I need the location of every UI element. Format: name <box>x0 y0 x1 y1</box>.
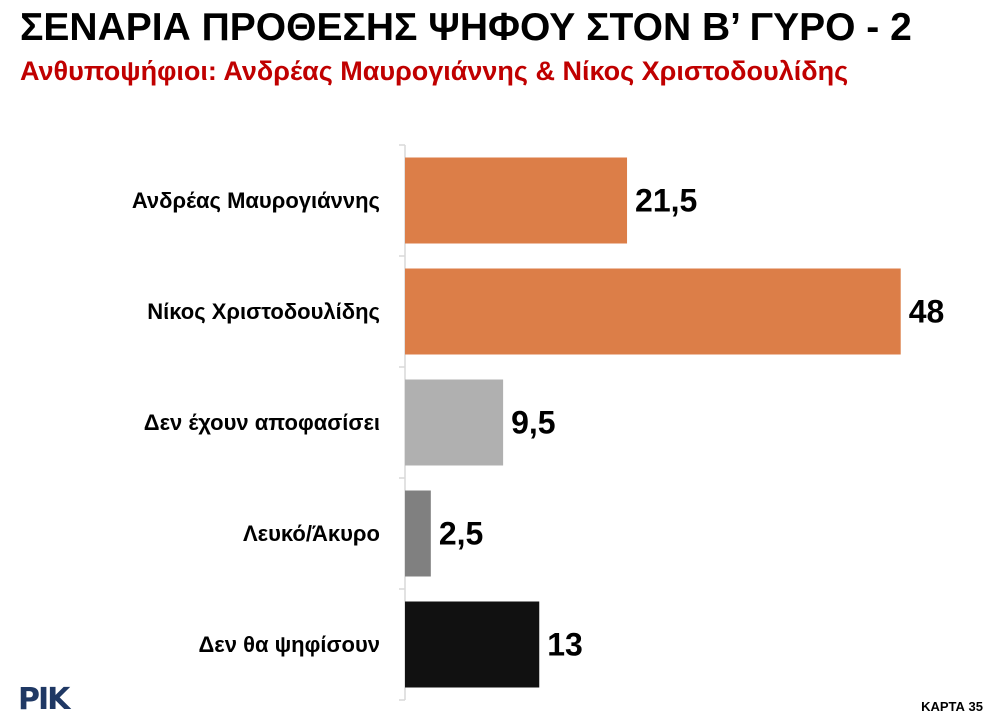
category-label: Δεν θα ψηφίσουν <box>198 632 380 657</box>
bar-4 <box>405 490 431 577</box>
bar-5 <box>405 601 540 688</box>
category-label: Δεν έχουν αποφασίσει <box>144 410 380 435</box>
bar-2 <box>405 268 901 355</box>
chart-subtitle: Ανθυποψήφιοι: Ανδρέας Μαυρογιάννης & Νίκ… <box>20 56 849 86</box>
bar-3 <box>405 379 504 466</box>
value-label: 2,5 <box>439 516 483 552</box>
value-label: 13 <box>547 627 583 663</box>
chart-title: ΣΕΝΑΡΙΑ ΠΡΟΘΕΣΗΣ ΨΗΦΟΥ ΣΤΟΝ Β’ ΓΥΡΟ - 2 <box>20 6 912 49</box>
category-label: Νίκος Χριστοδουλίδης <box>147 299 380 324</box>
value-label: 21,5 <box>635 183 697 219</box>
rik-logo: ΡΙΚ <box>18 682 70 717</box>
value-label: 48 <box>909 294 945 330</box>
value-label: 9,5 <box>511 405 555 441</box>
card-number: ΚΑΡΤΑ 35 <box>921 699 983 714</box>
category-label: Λευκό/Άκυρο <box>243 521 380 546</box>
bar-1 <box>405 157 628 244</box>
category-label: Ανδρέας Μαυρογιάννης <box>132 188 380 213</box>
